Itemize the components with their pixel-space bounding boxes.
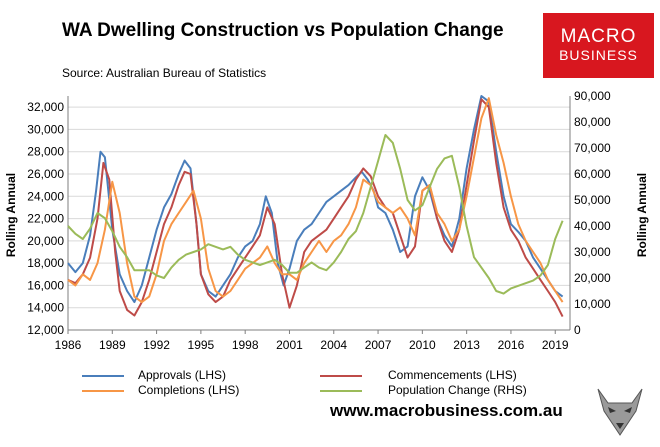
- y-tick-label-left: 26,000: [27, 167, 64, 181]
- y-tick-label-right: 40,000: [574, 219, 611, 233]
- website-url: www.macrobusiness.com.au: [330, 401, 563, 420]
- series-lines: [67, 95, 564, 318]
- legend-swatch-approvals: [82, 375, 124, 377]
- y-tick-label-left: 28,000: [27, 145, 64, 159]
- x-tick-label: 1995: [188, 338, 215, 352]
- y-tick-label-left: 24,000: [27, 189, 64, 203]
- series-line-population: [67, 134, 564, 295]
- axes: 12,000 14,000 16,000 18,000 20,000 22,000 24,0…: [27, 89, 611, 352]
- y-tick-label-left: 16,000: [27, 278, 64, 292]
- legend-swatch-population: [320, 390, 362, 392]
- y-tick-label-left: 32,000: [27, 100, 64, 114]
- y-tick-label-right: 90,000: [574, 89, 611, 103]
- x-tick-label: 2013: [453, 338, 480, 352]
- y-tick-label-right: 0: [574, 323, 581, 337]
- y-tick-label-right: 10,000: [574, 297, 611, 311]
- legend-label-population: Population Change (RHS): [388, 383, 527, 397]
- right-axis-label: Rolling Annual: [635, 173, 649, 257]
- y-tick-label-left: 22,000: [27, 212, 64, 226]
- x-tick-label: 1992: [143, 338, 170, 352]
- x-tick-label: 2010: [409, 338, 436, 352]
- left-axis-label: Rolling Annual: [4, 173, 18, 257]
- series-line-approvals: [67, 95, 564, 304]
- legend-label-commencements: Commencements (LHS): [388, 368, 517, 382]
- x-tick-label: 2019: [542, 338, 569, 352]
- logo-line-1: MACRO: [560, 26, 637, 47]
- series-line-completions: [67, 97, 564, 304]
- x-tick-label: 2016: [498, 338, 525, 352]
- legend-swatch-commencements: [320, 375, 362, 377]
- y-tick-label-right: 20,000: [574, 271, 611, 285]
- x-tick-label: 1989: [99, 338, 126, 352]
- y-tick-label-left: 20,000: [27, 234, 64, 248]
- y-tick-label-left: 12,000: [27, 323, 64, 337]
- logo-line-2: BUSINESS: [559, 47, 638, 63]
- y-tick-label-left: 18,000: [27, 256, 64, 270]
- x-tick-label: 1998: [232, 338, 259, 352]
- chart-title: WA Dwelling Construction vs Population C…: [62, 20, 504, 41]
- y-tick-label-right: 80,000: [574, 115, 611, 129]
- x-tick-label: 1986: [55, 338, 82, 352]
- x-tick-label: 2004: [320, 338, 347, 352]
- x-tick-label: 2007: [365, 338, 392, 352]
- y-tick-label-left: 14,000: [27, 301, 64, 315]
- y-tick-label-right: 50,000: [574, 193, 611, 207]
- y-tick-label-left: 30,000: [27, 122, 64, 136]
- legend-label-completions: Completions (LHS): [138, 383, 240, 397]
- y-tick-label-right: 30,000: [574, 245, 611, 259]
- x-tick-label: 2001: [276, 338, 303, 352]
- fox-logo-icon: [597, 388, 643, 436]
- y-tick-label-right: 60,000: [574, 167, 611, 181]
- chart-source: Source: Australian Bureau of Statistics: [62, 66, 267, 80]
- macrobusiness-logo: MACRO BUSINESS: [543, 13, 654, 78]
- y-tick-label-right: 70,000: [574, 141, 611, 155]
- series-line-commencements: [67, 98, 564, 318]
- legend-swatch-completions: [82, 390, 124, 392]
- legend-label-approvals: Approvals (LHS): [138, 368, 227, 382]
